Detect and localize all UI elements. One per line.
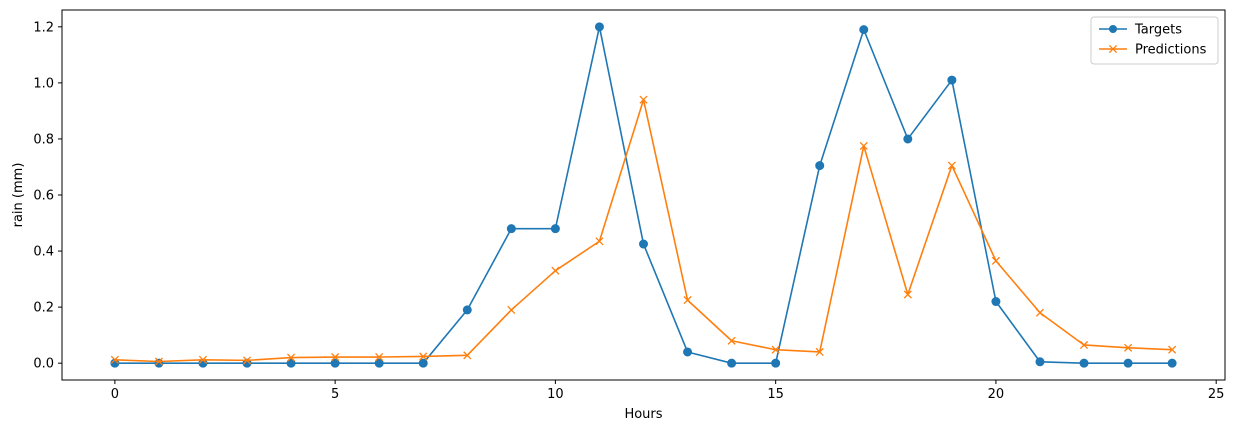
predictions-point	[242, 356, 252, 365]
predictions-point	[595, 237, 604, 246]
targets-point	[903, 134, 913, 144]
predictions-point	[1168, 345, 1177, 354]
predictions-point	[331, 352, 340, 362]
legend-item-targets: Targets	[1099, 23, 1182, 38]
targets-point	[771, 358, 781, 368]
x-tick-label: 10	[547, 387, 564, 402]
targets-point	[1079, 358, 1089, 368]
predictions-point	[463, 351, 472, 360]
y-tick-label: 0.2	[33, 301, 54, 316]
legend-label-predictions: Predictions	[1135, 43, 1207, 58]
targets-point	[242, 358, 252, 368]
x-tick-label: 15	[767, 387, 784, 402]
predictions-point	[287, 353, 296, 362]
targets-point	[815, 161, 825, 171]
targets-point	[550, 224, 560, 234]
x-tick-label: 20	[988, 387, 1005, 402]
predictions-point	[1124, 343, 1133, 352]
targets-point	[418, 358, 428, 368]
series-targets	[110, 22, 1177, 368]
predictions-point	[991, 256, 1000, 265]
predictions-point	[551, 266, 560, 275]
predictions-point	[771, 345, 780, 354]
y-axis-label: rain (mm)	[11, 163, 26, 228]
y-axis: 0.0 0.2 0.4 0.6 0.8 1.0 1.2	[33, 20, 62, 372]
legend-marker-predictions	[1108, 44, 1118, 54]
plot-area	[61, 9, 1226, 381]
plot-frame	[61, 9, 1226, 381]
targets-point	[154, 358, 164, 368]
predictions-point	[154, 357, 163, 366]
predictions-point	[1079, 340, 1089, 350]
x-axis-label: Hours	[624, 407, 662, 422]
predictions-line	[114, 98, 1173, 363]
targets-point	[991, 297, 1001, 307]
series-predictions	[110, 95, 1177, 366]
predictions-point	[507, 305, 516, 314]
predictions-point	[110, 355, 119, 364]
targets-point	[462, 305, 472, 315]
targets-point	[683, 347, 693, 357]
predictions-point	[727, 336, 736, 345]
targets-point	[506, 224, 516, 234]
y-tick-label: 1.2	[33, 20, 54, 35]
targets-point	[1035, 357, 1045, 367]
series-layer	[110, 22, 1177, 368]
y-tick-label: 0.4	[33, 245, 54, 260]
predictions-point	[683, 296, 692, 305]
targets-point	[639, 239, 648, 249]
predictions-point	[639, 95, 648, 104]
x-tick-label: 25	[1208, 387, 1225, 402]
targets-point	[947, 75, 957, 85]
legend-label-targets: Targets	[1134, 23, 1182, 38]
targets-point	[374, 358, 384, 368]
targets-point	[594, 22, 604, 32]
x-axis: 0 5 10 15 20 25	[111, 380, 1225, 402]
targets-point	[286, 358, 296, 368]
y-tick-label: 1.0	[33, 76, 54, 91]
targets-point	[859, 25, 869, 35]
legend-item-predictions: Predictions	[1099, 43, 1207, 58]
legend: Targets Predictions	[1090, 16, 1219, 65]
y-tick-label: 0.0	[33, 357, 54, 372]
predictions-point	[198, 355, 208, 364]
predictions-point	[947, 161, 956, 170]
predictions-point	[903, 290, 912, 299]
y-tick-label: 0.8	[33, 132, 54, 147]
targets-point	[330, 358, 340, 368]
predictions-point	[859, 141, 868, 151]
x-tick-label: 5	[331, 387, 339, 402]
targets-point	[1167, 358, 1177, 368]
targets-line	[114, 26, 1173, 364]
targets-point	[727, 358, 737, 368]
x-tick-label: 0	[111, 387, 119, 402]
legend-marker-targets	[1109, 25, 1117, 33]
predictions-point	[375, 352, 384, 362]
targets-point	[1123, 358, 1133, 368]
predictions-point	[1035, 308, 1045, 317]
y-tick-label: 0.6	[33, 189, 54, 204]
predictions-point	[419, 352, 428, 361]
predictions-point	[815, 347, 824, 357]
